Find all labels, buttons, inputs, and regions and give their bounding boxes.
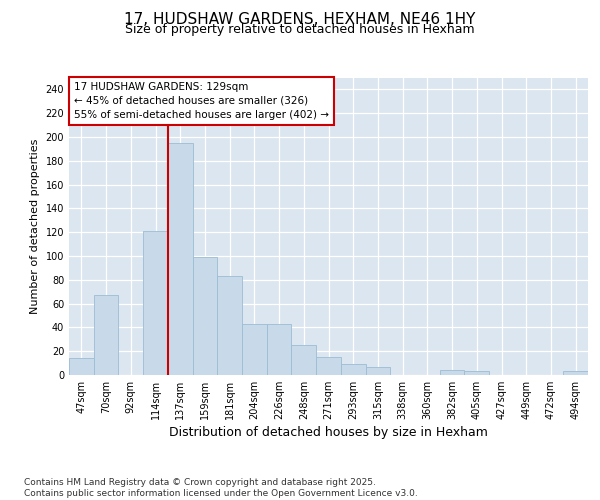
Text: Size of property relative to detached houses in Hexham: Size of property relative to detached ho… [125,22,475,36]
Bar [563,372,588,375]
Bar [69,358,94,375]
Text: 17 HUDSHAW GARDENS: 129sqm
← 45% of detached houses are smaller (326)
55% of sem: 17 HUDSHAW GARDENS: 129sqm ← 45% of deta… [74,82,329,120]
Bar [292,345,316,375]
Bar [440,370,464,375]
Bar [267,324,292,375]
Bar [217,276,242,375]
Y-axis label: Number of detached properties: Number of detached properties [30,138,40,314]
Bar [143,231,168,375]
Bar [94,296,118,375]
Bar [193,257,217,375]
Bar [242,324,267,375]
Bar [168,143,193,375]
Bar [464,372,489,375]
Text: 17, HUDSHAW GARDENS, HEXHAM, NE46 1HY: 17, HUDSHAW GARDENS, HEXHAM, NE46 1HY [124,12,476,28]
Text: Contains HM Land Registry data © Crown copyright and database right 2025.
Contai: Contains HM Land Registry data © Crown c… [24,478,418,498]
Bar [365,366,390,375]
X-axis label: Distribution of detached houses by size in Hexham: Distribution of detached houses by size … [169,426,488,439]
Bar [341,364,365,375]
Bar [316,357,341,375]
